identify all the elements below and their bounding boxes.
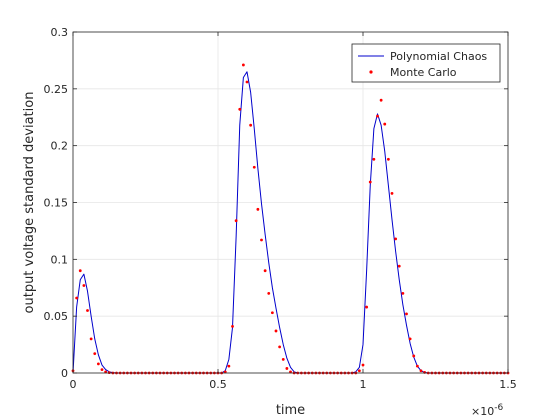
data-point-monte-carlo xyxy=(397,264,401,268)
data-point-monte-carlo xyxy=(390,192,394,195)
data-point-monte-carlo xyxy=(357,369,361,373)
x-exponent-base: ×10 xyxy=(471,405,494,418)
y-tick-label: 0.1 xyxy=(51,253,69,266)
data-point-monte-carlo xyxy=(365,305,369,309)
data-point-monte-carlo xyxy=(285,367,289,370)
data-point-monte-carlo xyxy=(361,363,365,367)
data-point-monte-carlo xyxy=(104,370,108,374)
y-tick-label: 0.05 xyxy=(44,310,69,323)
data-point-monte-carlo xyxy=(415,364,419,368)
legend-entry-polynomial-chaos: Polynomial Chaos xyxy=(390,50,487,63)
data-point-monte-carlo xyxy=(401,292,405,295)
data-point-monte-carlo xyxy=(408,337,412,341)
y-tick-label: 0.25 xyxy=(44,83,69,96)
axis-ticks: 0 0.5 1 1.5 0 0.05 0.1 0.15 0.2 0.25 0.3 xyxy=(44,26,517,391)
data-point-monte-carlo xyxy=(386,157,390,161)
data-point-monte-carlo xyxy=(263,269,267,273)
data-point-monte-carlo xyxy=(278,345,282,349)
data-point-monte-carlo xyxy=(93,352,97,356)
y-tick-label: 0.2 xyxy=(51,140,69,153)
data-point-monte-carlo xyxy=(412,354,416,358)
data-point-monte-carlo xyxy=(78,269,82,273)
data-point-monte-carlo xyxy=(394,237,398,241)
data-point-monte-carlo xyxy=(383,122,387,126)
data-point-monte-carlo xyxy=(82,284,86,287)
data-point-monte-carlo xyxy=(372,157,376,161)
x-exponent-power: -6 xyxy=(494,403,503,413)
data-point-monte-carlo xyxy=(368,180,372,184)
data-point-monte-carlo xyxy=(241,63,245,67)
data-point-monte-carlo xyxy=(96,362,100,366)
data-point-monte-carlo xyxy=(234,219,238,223)
x-axis-label: time xyxy=(276,403,305,418)
data-point-monte-carlo xyxy=(223,370,227,374)
data-point-monte-carlo xyxy=(419,369,423,373)
data-point-monte-carlo xyxy=(86,309,89,312)
data-point-monte-carlo xyxy=(423,371,427,374)
data-point-monte-carlo xyxy=(75,296,79,300)
legend-box xyxy=(351,43,501,83)
data-point-monte-carlo xyxy=(270,311,274,315)
x-tick-label: 0.5 xyxy=(209,378,227,391)
legend-swatch-monte-carlo xyxy=(369,70,373,74)
legend: Polynomial Chaos Monte Carlo xyxy=(351,43,501,83)
data-point-monte-carlo xyxy=(267,292,271,295)
data-point-monte-carlo xyxy=(376,114,379,118)
data-point-monte-carlo xyxy=(245,80,249,84)
data-point-monte-carlo xyxy=(260,238,263,242)
data-point-monte-carlo xyxy=(252,165,256,169)
data-point-monte-carlo xyxy=(100,368,104,371)
data-point-monte-carlo xyxy=(405,312,408,316)
x-tick-label: 1 xyxy=(360,378,367,391)
x-tick-label: 0 xyxy=(70,378,77,391)
y-tick-label: 0.3 xyxy=(51,26,69,39)
data-point-monte-carlo xyxy=(227,364,231,368)
x-axis-exponent: ×10-6 xyxy=(471,403,503,418)
data-point-monte-carlo xyxy=(379,98,383,102)
data-point-monte-carlo xyxy=(89,337,93,341)
data-point-monte-carlo xyxy=(249,123,253,127)
y-tick-label: 0 xyxy=(61,367,68,380)
data-point-monte-carlo xyxy=(274,329,278,333)
legend-entry-monte-carlo: Monte Carlo xyxy=(390,66,457,79)
data-point-monte-carlo xyxy=(289,370,292,374)
y-axis-label: output voltage standard deviation xyxy=(22,92,37,314)
x-tick-label: 1.5 xyxy=(499,378,517,391)
y-tick-label: 0.15 xyxy=(44,197,69,210)
data-point-monte-carlo xyxy=(281,357,285,361)
data-point-monte-carlo xyxy=(231,325,234,328)
data-point-monte-carlo xyxy=(256,207,260,211)
data-point-monte-carlo xyxy=(238,107,242,111)
